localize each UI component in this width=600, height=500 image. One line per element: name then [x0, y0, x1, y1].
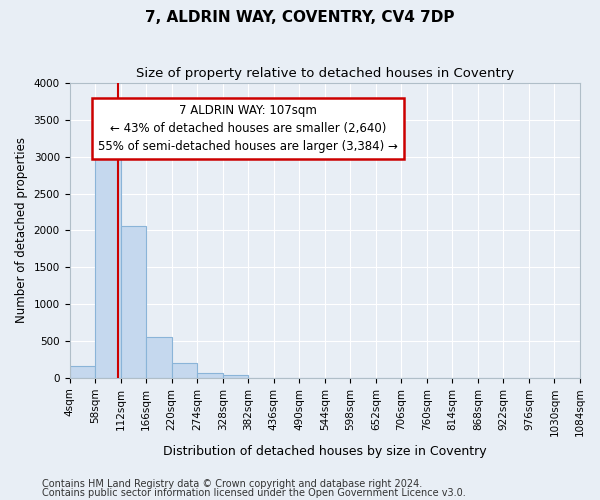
Bar: [197, 372, 223, 378]
Bar: [121, 226, 146, 378]
Bar: [70, 366, 95, 378]
Text: 7, ALDRIN WAY, COVENTRY, CV4 7DP: 7, ALDRIN WAY, COVENTRY, CV4 7DP: [145, 10, 455, 25]
Bar: [146, 336, 172, 378]
Bar: [223, 375, 248, 378]
Text: Contains HM Land Registry data © Crown copyright and database right 2024.: Contains HM Land Registry data © Crown c…: [42, 479, 422, 489]
X-axis label: Distribution of detached houses by size in Coventry: Distribution of detached houses by size …: [163, 444, 487, 458]
Title: Size of property relative to detached houses in Coventry: Size of property relative to detached ho…: [136, 68, 514, 80]
Bar: [172, 362, 197, 378]
Y-axis label: Number of detached properties: Number of detached properties: [15, 138, 28, 324]
Bar: [95, 152, 121, 378]
Text: Contains public sector information licensed under the Open Government Licence v3: Contains public sector information licen…: [42, 488, 466, 498]
Text: 7 ALDRIN WAY: 107sqm
← 43% of detached houses are smaller (2,640)
55% of semi-de: 7 ALDRIN WAY: 107sqm ← 43% of detached h…: [98, 104, 398, 152]
